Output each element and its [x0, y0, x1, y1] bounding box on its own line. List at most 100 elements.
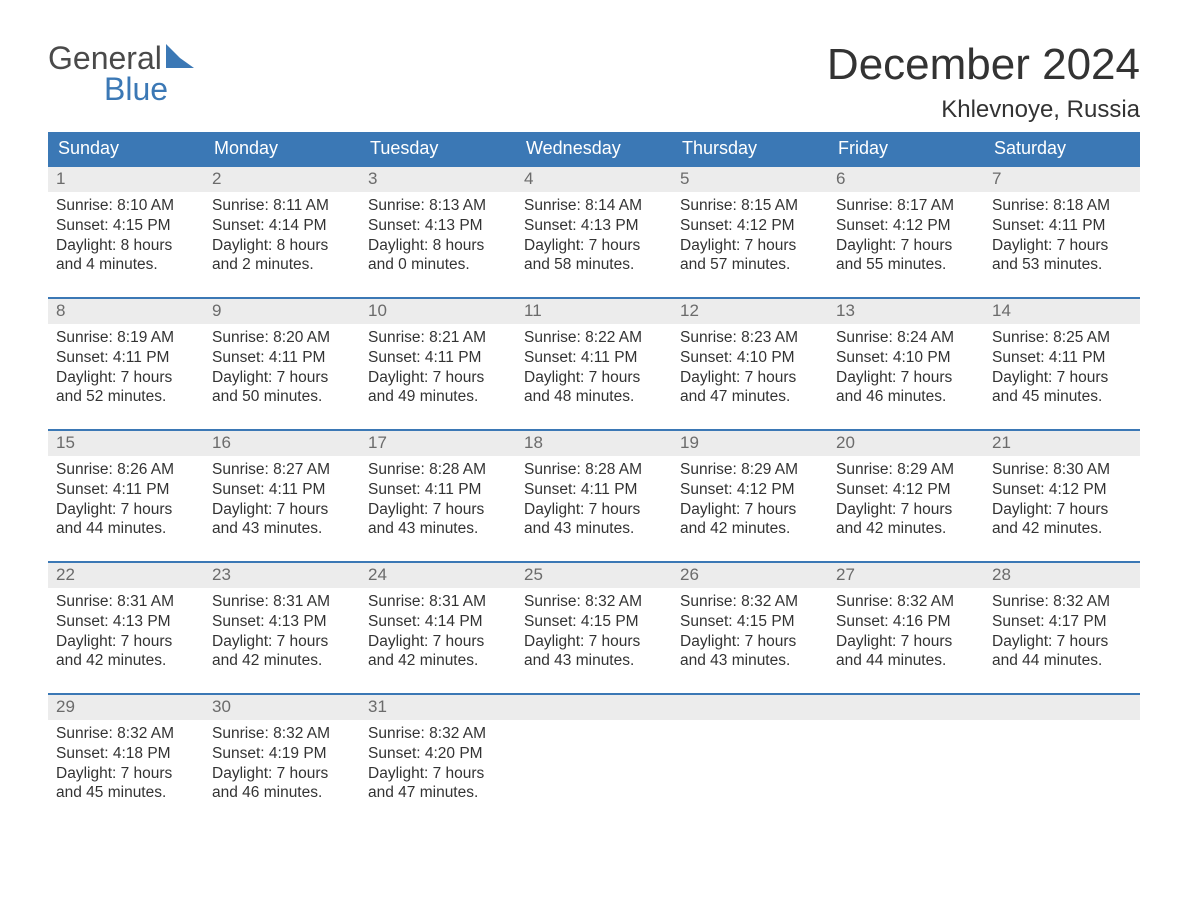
- week-row: 22Sunrise: 8:31 AMSunset: 4:13 PMDayligh…: [48, 561, 1140, 681]
- day-ss: Sunset: 4:11 PM: [368, 348, 508, 368]
- day-sr: Sunrise: 8:31 AM: [368, 592, 508, 612]
- day-sr: Sunrise: 8:32 AM: [680, 592, 820, 612]
- day-d1: Daylight: 7 hours: [836, 500, 976, 520]
- day-d1: Daylight: 7 hours: [524, 632, 664, 652]
- day-d1: Daylight: 7 hours: [368, 764, 508, 784]
- day-sr: Sunrise: 8:27 AM: [212, 460, 352, 480]
- calendar-cell: [828, 695, 984, 813]
- day-data: Sunrise: 8:23 AMSunset: 4:10 PMDaylight:…: [672, 324, 828, 413]
- day-d2: and 42 minutes.: [992, 519, 1132, 539]
- dayhead-thu: Thursday: [672, 132, 828, 165]
- day-d1: Daylight: 7 hours: [680, 368, 820, 388]
- day-d1: Daylight: 7 hours: [368, 368, 508, 388]
- day-d1: Daylight: 7 hours: [56, 368, 196, 388]
- day-sr: Sunrise: 8:21 AM: [368, 328, 508, 348]
- day-number: [984, 695, 1140, 720]
- day-ss: Sunset: 4:11 PM: [56, 348, 196, 368]
- calendar-cell: 28Sunrise: 8:32 AMSunset: 4:17 PMDayligh…: [984, 563, 1140, 681]
- day-d1: Daylight: 7 hours: [56, 632, 196, 652]
- day-ss: Sunset: 4:11 PM: [368, 480, 508, 500]
- day-d2: and 43 minutes.: [212, 519, 352, 539]
- calendar-cell: 2Sunrise: 8:11 AMSunset: 4:14 PMDaylight…: [204, 167, 360, 285]
- calendar-cell: 6Sunrise: 8:17 AMSunset: 4:12 PMDaylight…: [828, 167, 984, 285]
- day-data: Sunrise: 8:18 AMSunset: 4:11 PMDaylight:…: [984, 192, 1140, 281]
- day-data: Sunrise: 8:32 AMSunset: 4:15 PMDaylight:…: [516, 588, 672, 677]
- day-d2: and 2 minutes.: [212, 255, 352, 275]
- day-d1: Daylight: 7 hours: [524, 368, 664, 388]
- calendar-cell: [984, 695, 1140, 813]
- day-d2: and 42 minutes.: [368, 651, 508, 671]
- day-number: 9: [204, 299, 360, 324]
- day-d1: Daylight: 8 hours: [368, 236, 508, 256]
- day-ss: Sunset: 4:14 PM: [212, 216, 352, 236]
- day-number: 3: [360, 167, 516, 192]
- day-number: 27: [828, 563, 984, 588]
- day-number: 29: [48, 695, 204, 720]
- dayhead-tue: Tuesday: [360, 132, 516, 165]
- calendar-cell: 3Sunrise: 8:13 AMSunset: 4:13 PMDaylight…: [360, 167, 516, 285]
- day-d2: and 48 minutes.: [524, 387, 664, 407]
- day-d2: and 53 minutes.: [992, 255, 1132, 275]
- day-data: Sunrise: 8:28 AMSunset: 4:11 PMDaylight:…: [360, 456, 516, 545]
- calendar-cell: 31Sunrise: 8:32 AMSunset: 4:20 PMDayligh…: [360, 695, 516, 813]
- calendar-cell: 26Sunrise: 8:32 AMSunset: 4:15 PMDayligh…: [672, 563, 828, 681]
- day-ss: Sunset: 4:13 PM: [368, 216, 508, 236]
- calendar-cell: 19Sunrise: 8:29 AMSunset: 4:12 PMDayligh…: [672, 431, 828, 549]
- day-ss: Sunset: 4:11 PM: [212, 348, 352, 368]
- week-row: 29Sunrise: 8:32 AMSunset: 4:18 PMDayligh…: [48, 693, 1140, 813]
- day-number: 11: [516, 299, 672, 324]
- day-sr: Sunrise: 8:24 AM: [836, 328, 976, 348]
- header: General Blue December 2024 Khlevnoye, Ru…: [48, 40, 1140, 124]
- calendar-cell: 13Sunrise: 8:24 AMSunset: 4:10 PMDayligh…: [828, 299, 984, 417]
- day-number: 7: [984, 167, 1140, 192]
- dayhead-mon: Monday: [204, 132, 360, 165]
- day-number: 13: [828, 299, 984, 324]
- day-sr: Sunrise: 8:32 AM: [836, 592, 976, 612]
- day-sr: Sunrise: 8:32 AM: [524, 592, 664, 612]
- day-sr: Sunrise: 8:29 AM: [836, 460, 976, 480]
- calendar-cell: [672, 695, 828, 813]
- day-d2: and 42 minutes.: [212, 651, 352, 671]
- week-row: 1Sunrise: 8:10 AMSunset: 4:15 PMDaylight…: [48, 165, 1140, 285]
- day-data: Sunrise: 8:28 AMSunset: 4:11 PMDaylight:…: [516, 456, 672, 545]
- day-data: Sunrise: 8:32 AMSunset: 4:18 PMDaylight:…: [48, 720, 204, 809]
- calendar-cell: [516, 695, 672, 813]
- day-ss: Sunset: 4:11 PM: [524, 348, 664, 368]
- day-number: 30: [204, 695, 360, 720]
- day-number: 16: [204, 431, 360, 456]
- day-ss: Sunset: 4:11 PM: [992, 216, 1132, 236]
- day-number: 8: [48, 299, 204, 324]
- day-d2: and 52 minutes.: [56, 387, 196, 407]
- day-d1: Daylight: 7 hours: [992, 632, 1132, 652]
- day-number: 19: [672, 431, 828, 456]
- dayhead-row: Sunday Monday Tuesday Wednesday Thursday…: [48, 132, 1140, 165]
- week-row: 15Sunrise: 8:26 AMSunset: 4:11 PMDayligh…: [48, 429, 1140, 549]
- day-data: Sunrise: 8:26 AMSunset: 4:11 PMDaylight:…: [48, 456, 204, 545]
- day-number: 2: [204, 167, 360, 192]
- day-d2: and 45 minutes.: [56, 783, 196, 803]
- day-sr: Sunrise: 8:32 AM: [368, 724, 508, 744]
- day-sr: Sunrise: 8:17 AM: [836, 196, 976, 216]
- calendar-cell: 7Sunrise: 8:18 AMSunset: 4:11 PMDaylight…: [984, 167, 1140, 285]
- calendar-cell: 18Sunrise: 8:28 AMSunset: 4:11 PMDayligh…: [516, 431, 672, 549]
- dayhead-wed: Wednesday: [516, 132, 672, 165]
- day-d1: Daylight: 7 hours: [680, 500, 820, 520]
- day-sr: Sunrise: 8:32 AM: [992, 592, 1132, 612]
- day-number: 10: [360, 299, 516, 324]
- day-d2: and 44 minutes.: [56, 519, 196, 539]
- day-data: Sunrise: 8:25 AMSunset: 4:11 PMDaylight:…: [984, 324, 1140, 413]
- day-number: 12: [672, 299, 828, 324]
- day-data: Sunrise: 8:31 AMSunset: 4:14 PMDaylight:…: [360, 588, 516, 677]
- day-ss: Sunset: 4:15 PM: [680, 612, 820, 632]
- day-d2: and 43 minutes.: [368, 519, 508, 539]
- day-d2: and 46 minutes.: [836, 387, 976, 407]
- day-number: 15: [48, 431, 204, 456]
- day-ss: Sunset: 4:12 PM: [992, 480, 1132, 500]
- day-number: 1: [48, 167, 204, 192]
- day-number: 28: [984, 563, 1140, 588]
- day-ss: Sunset: 4:10 PM: [836, 348, 976, 368]
- day-ss: Sunset: 4:10 PM: [680, 348, 820, 368]
- calendar-cell: 5Sunrise: 8:15 AMSunset: 4:12 PMDaylight…: [672, 167, 828, 285]
- day-data: Sunrise: 8:32 AMSunset: 4:19 PMDaylight:…: [204, 720, 360, 809]
- day-ss: Sunset: 4:15 PM: [524, 612, 664, 632]
